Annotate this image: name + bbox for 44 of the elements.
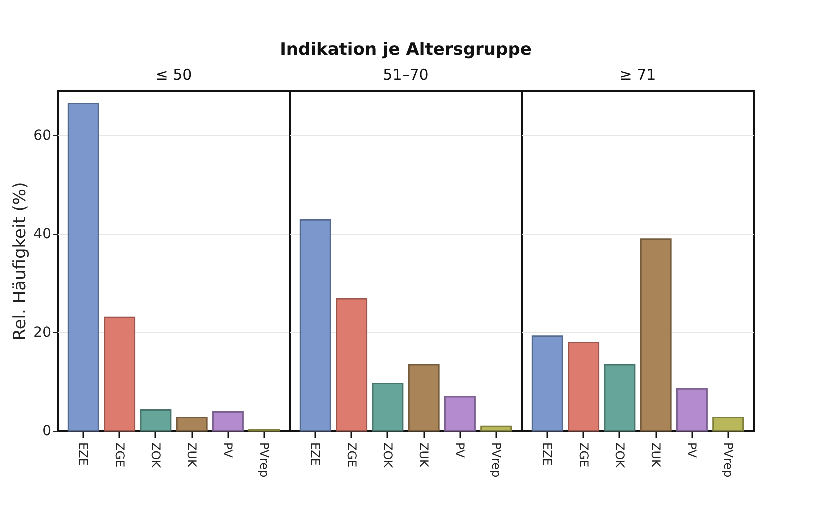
x-tick-label: EZE xyxy=(308,442,323,466)
bar xyxy=(712,416,744,432)
x-tick-label: ZUK xyxy=(649,442,664,469)
bar xyxy=(444,396,476,432)
bar xyxy=(604,364,636,432)
x-tick-label: PVrep xyxy=(721,442,736,478)
x-tick-label: PV xyxy=(685,442,700,459)
chart-subtitle: ≥ 71 xyxy=(620,66,656,84)
bar xyxy=(532,336,564,432)
y-tick-label: 20 xyxy=(34,324,52,341)
x-tick-label: PVrep xyxy=(257,442,272,478)
bar xyxy=(212,412,244,432)
x-tick-label: ZGE xyxy=(576,442,591,468)
chart-subtitle: ≤ 50 xyxy=(156,66,192,84)
y-axis-title: Rel. Häufigkeit (%) xyxy=(10,182,31,341)
x-tick-label: EZE xyxy=(76,442,91,466)
chart-subtitle: 51–70 xyxy=(383,66,429,84)
x-tick-label: ZGE xyxy=(112,442,127,468)
bar xyxy=(104,316,136,432)
chart-title: Indikation je Altersgruppe xyxy=(280,40,532,60)
x-tick-label: ZUK xyxy=(417,442,432,469)
bar xyxy=(676,388,708,432)
bar xyxy=(408,364,440,432)
y-tick-label: 60 xyxy=(34,128,52,144)
y-tick-label: 0 xyxy=(42,424,52,440)
x-tick-label: ZOK xyxy=(612,442,627,470)
x-tick-label: ZOK xyxy=(380,442,395,470)
bar xyxy=(480,426,512,432)
bar xyxy=(568,342,600,432)
x-tick-label: PVrep xyxy=(489,442,504,478)
x-tick-label: PV xyxy=(221,442,236,459)
bar xyxy=(300,219,332,432)
x-tick-label: EZE xyxy=(540,442,555,466)
bar xyxy=(640,238,672,432)
bar xyxy=(336,298,368,432)
y-tick-label: 40 xyxy=(34,226,52,242)
x-tick-label: ZOK xyxy=(148,442,163,470)
bar xyxy=(176,416,208,432)
x-tick-label: ZGE xyxy=(344,442,359,468)
bar xyxy=(68,103,100,432)
x-tick-label: ZUK xyxy=(185,442,200,469)
bar xyxy=(372,382,404,432)
bar xyxy=(140,410,172,432)
x-tick-label: PV xyxy=(453,442,468,459)
